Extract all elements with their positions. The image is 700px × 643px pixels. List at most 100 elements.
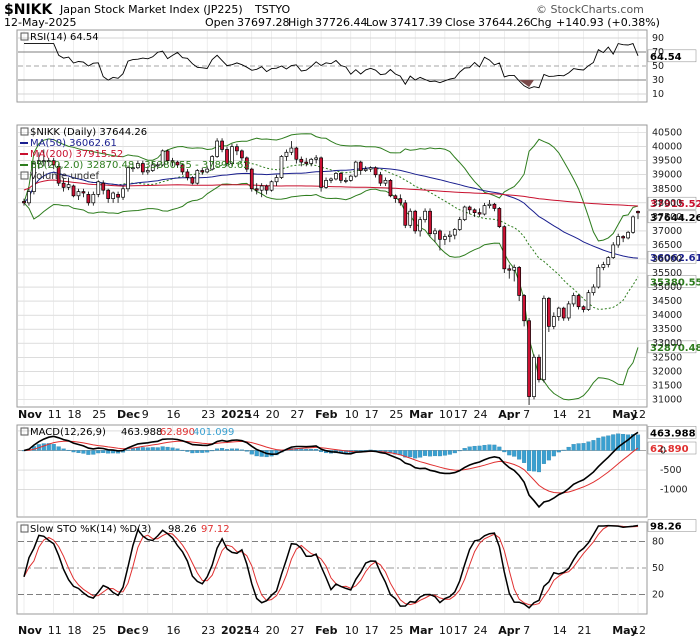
macd-histogram-bar: [551, 450, 556, 457]
x-axis-label: 25: [389, 408, 403, 421]
candle-body: [145, 170, 150, 173]
x-axis-label: 14: [246, 624, 260, 637]
x-axis-label: Feb: [315, 624, 338, 637]
watermark: © StockCharts.com: [536, 3, 644, 16]
x-axis-label: Apr: [498, 408, 520, 421]
candle-body: [289, 147, 294, 153]
x-axis-label: 21: [578, 408, 592, 421]
price-tick-label: 37000: [652, 226, 682, 237]
x-axis-label: 7: [523, 408, 530, 421]
x-axis-label: 7: [523, 624, 530, 637]
macd-legend: MACD(12,26,9) 463.988 62.890 401.099: [20, 427, 234, 438]
macd-histogram-bar: [487, 444, 492, 451]
x-axis-label: 18: [68, 408, 82, 421]
x-axis-label: May: [612, 408, 637, 421]
candle-body: [299, 158, 304, 163]
macd-histogram-bar: [254, 450, 259, 457]
x-axis-label: Nov: [18, 408, 43, 421]
price-layer: [22, 133, 640, 405]
candle-body: [185, 171, 190, 178]
macd-histogram-bar: [91, 450, 96, 455]
bb-mid-pill: 35380.55: [650, 277, 700, 288]
price-tick-label: 31500: [652, 380, 682, 391]
candle-body: [343, 180, 348, 182]
candle-body: [27, 191, 31, 204]
candle-body: [537, 356, 541, 381]
close-label: Close: [445, 16, 475, 29]
candle-body: [91, 194, 96, 204]
x-axis-label: 12: [632, 624, 646, 637]
candle-body: [41, 160, 46, 163]
rsi-legend-text: RSI(14) 64.54: [30, 32, 99, 43]
candle-body: [180, 164, 185, 173]
x-axis-label: Dec: [117, 408, 140, 421]
low-value: 37417.39: [390, 16, 443, 29]
candle-body: [61, 182, 66, 188]
rsi-oversold-fill: [519, 80, 535, 87]
x-axis-label: 27: [290, 624, 304, 637]
sto-legend-label: Slow STO %K(14) %D(3): [30, 524, 151, 535]
candle-body: [556, 307, 561, 317]
candle-body: [571, 295, 576, 305]
macd-histogram-bar: [497, 446, 502, 451]
macd-histogram-bar: [66, 449, 71, 451]
candle-body: [304, 161, 309, 164]
macd-histogram-bar: [51, 443, 56, 451]
sto-d-line: [23, 525, 639, 606]
macd-histogram-bar: [215, 448, 220, 451]
candle-body: [190, 177, 195, 184]
candle-body: [324, 180, 328, 188]
rsi-panel-frame: [16, 29, 648, 103]
price-tick-label: 34500: [652, 296, 682, 307]
x-axis-label: May: [612, 624, 637, 637]
macd-histogram-bar: [71, 450, 76, 453]
macd-histogram-bar: [229, 448, 235, 451]
candle-body: [631, 216, 635, 233]
pill-layer: 64.54 37915.52 37644.26 36062.61 35380.55 328…: [647, 49, 700, 533]
bb-lower-pill-bg: [647, 340, 697, 354]
macd-signal-line: [23, 440, 639, 494]
candle-body: [408, 210, 413, 226]
sto-tick-label: 80: [652, 537, 664, 548]
x-axis-label: 16: [167, 408, 181, 421]
candle-body: [121, 188, 125, 198]
candle-body: [111, 192, 115, 199]
sto-k-value: 98.26: [168, 524, 197, 535]
macd-histogram-bar: [304, 448, 309, 451]
close-pill: 37644.26: [650, 213, 700, 224]
candle-body: [334, 172, 338, 180]
candle-body: [566, 303, 571, 319]
bb-upper-pill: 37915.52: [650, 199, 700, 210]
candle-body: [264, 185, 269, 191]
price-tick-label: 39000: [652, 170, 682, 181]
candle-body: [378, 174, 383, 184]
candle-body: [131, 167, 135, 170]
candle-body: [200, 170, 205, 173]
macd-histogram-bar: [41, 443, 46, 451]
macd-histogram-bar: [259, 450, 264, 457]
price-tick-label: 36000: [652, 254, 682, 265]
candle-body: [106, 189, 111, 199]
candle-body: [220, 140, 224, 150]
sto-tick-label: 20: [652, 589, 664, 600]
candle-body: [418, 219, 422, 232]
candle-body: [244, 157, 249, 170]
macd-histogram-bar: [185, 450, 190, 452]
macd-line: [23, 431, 639, 509]
bb-upper-line: [23, 133, 639, 242]
candle-body: [46, 160, 51, 163]
candle-body: [116, 194, 120, 198]
candle-body: [586, 292, 591, 310]
candle-body: [452, 229, 457, 236]
macd-histogram-bar: [418, 450, 423, 458]
macd-histogram-bar: [452, 450, 457, 454]
macd-histogram-bar: [631, 434, 636, 451]
x-axis-label: 10: [439, 408, 453, 421]
macd-histogram-bar: [314, 448, 319, 451]
volume-box-icon: [20, 171, 29, 180]
macd-histogram-bar: [606, 435, 611, 451]
macd-tick-label: -500: [660, 465, 682, 476]
candle-body: [348, 175, 353, 181]
candle-body: [621, 236, 626, 239]
